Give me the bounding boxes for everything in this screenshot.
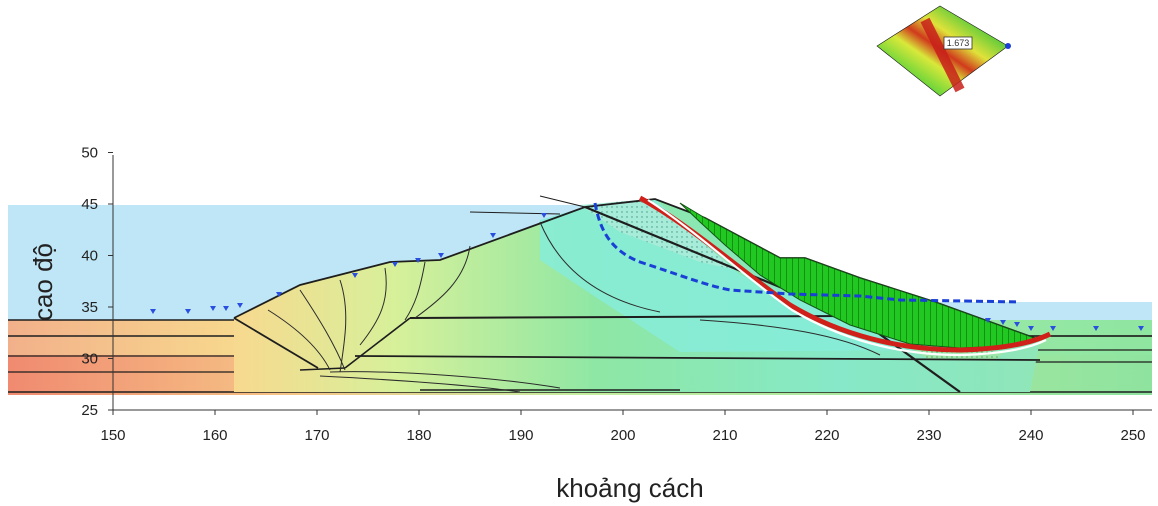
x-tick-label: 210 (712, 427, 737, 444)
x-tick-label: 250 (1120, 427, 1145, 444)
x-tick-label: 220 (814, 427, 839, 444)
x-tick-label: 180 (406, 427, 431, 444)
y-tick-label: 45 (81, 196, 98, 213)
contour-lines (267, 221, 881, 393)
slip-surface (638, 195, 1052, 357)
fs-value: 1.673 (947, 38, 970, 48)
x-tick-label: 170 (304, 427, 329, 444)
x-tick-label: 160 (202, 427, 227, 444)
x-tick-label: 190 (508, 427, 533, 444)
y-tick-label: 30 (81, 351, 98, 368)
y-axis-title: cao độ (28, 243, 58, 321)
y-tick-label: 40 (81, 248, 98, 265)
axes (112, 155, 1152, 411)
y-tick-label: 50 (81, 145, 98, 162)
phreatic-line (593, 202, 1021, 304)
y-tick-label: 35 (81, 299, 98, 316)
water-level-markers (150, 213, 1144, 331)
fs-value-box (943, 36, 973, 50)
y-tick-label: 25 (81, 402, 98, 419)
x-axis-title: khoảng cách (556, 473, 703, 503)
x-tick-label: 230 (916, 427, 941, 444)
factor-of-safety-legend: 1.673 (876, 5, 1011, 97)
x-tick-label: 240 (1018, 427, 1043, 444)
x-tick-label: 150 (100, 427, 125, 444)
x-tick-label: 200 (610, 427, 635, 444)
axis-ticks: 150 160 170 180 190 200 210 220 230 240 250 25 30 35 4… (81, 145, 1145, 445)
